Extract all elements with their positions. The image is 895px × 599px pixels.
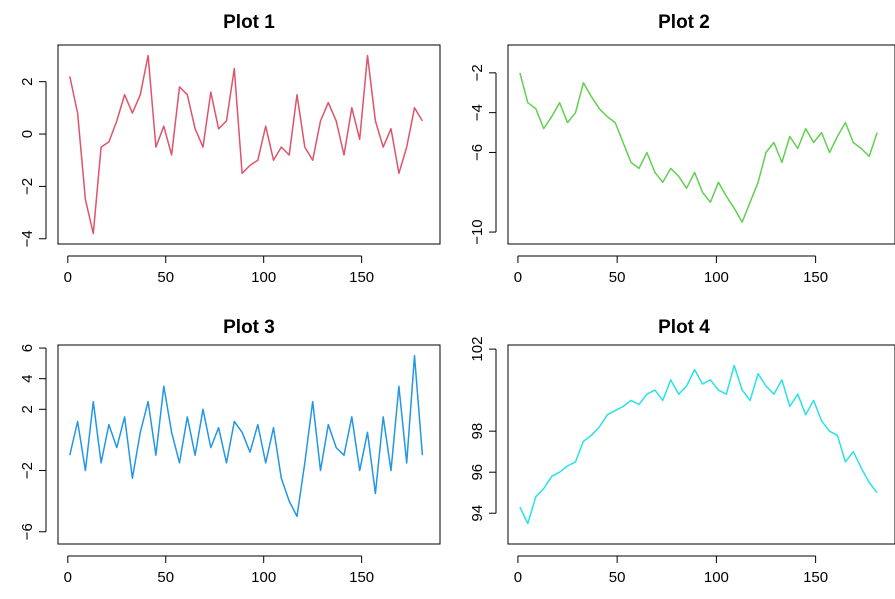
x-tick-label: 0 — [514, 269, 522, 286]
x-tick-label: 0 — [64, 569, 72, 586]
y-tick-label: −2 — [469, 64, 486, 81]
plot-panel-3: Plot 3 0 50 100 150 −6 −2 2 4 6 — [19, 317, 441, 586]
y-tick-label: 4 — [19, 375, 36, 383]
y-tick-label: −2 — [19, 462, 36, 479]
x-tick-label: 150 — [803, 269, 828, 286]
series-line — [69, 54, 424, 235]
plot-panel-2: Plot 2 0 50 100 150 −10 −6 −4 −2 — [469, 12, 895, 286]
x-tick-label: 100 — [704, 269, 729, 286]
plot-title: Plot 3 — [223, 317, 275, 338]
x-tick-label: 50 — [609, 269, 626, 286]
y-tick-label: −6 — [19, 523, 36, 540]
x-tick-label: 0 — [514, 569, 522, 586]
y-tick-label: −4 — [19, 230, 36, 247]
x-tick-label: 100 — [251, 269, 276, 286]
plot-title: Plot 1 — [223, 12, 275, 33]
y-tick-label: −6 — [469, 144, 486, 161]
x-tick-label: 0 — [64, 269, 72, 286]
y-tick-label: 2 — [19, 77, 36, 85]
y-tick-label: 0 — [19, 130, 36, 138]
y-tick-label: 96 — [469, 464, 486, 481]
plot-panel-1: Plot 1 0 50 100 150 −4 −2 0 2 — [19, 12, 441, 286]
x-tick-label: 100 — [251, 569, 276, 586]
plot-panel-4: Plot 4 0 50 100 150 94 96 98 102 — [469, 317, 895, 586]
y-tick-label: −10 — [469, 219, 486, 244]
y-tick-label: 6 — [19, 344, 36, 352]
x-tick-label: 50 — [157, 569, 174, 586]
y-tick-label: 94 — [469, 505, 486, 522]
series-line — [69, 354, 424, 518]
y-tick-label: 102 — [469, 337, 486, 362]
y-tick-label: 2 — [19, 405, 36, 413]
x-tick-label: 150 — [349, 569, 374, 586]
series-line — [519, 364, 878, 525]
y-tick-label: −2 — [19, 178, 36, 195]
y-tick-label: 98 — [469, 423, 486, 440]
x-tick-label: 150 — [803, 569, 828, 586]
y-tick-label: −4 — [469, 104, 486, 121]
plot-title: Plot 4 — [658, 317, 710, 338]
plot-title: Plot 2 — [658, 12, 710, 33]
plot-frame — [57, 344, 441, 545]
x-tick-label: 100 — [704, 569, 729, 586]
plot-frame — [57, 44, 441, 245]
plot-frame — [507, 44, 895, 245]
series-line — [519, 72, 878, 223]
x-tick-label: 50 — [609, 569, 626, 586]
plot-frame — [507, 344, 895, 545]
x-tick-label: 150 — [349, 269, 374, 286]
x-tick-label: 50 — [157, 269, 174, 286]
